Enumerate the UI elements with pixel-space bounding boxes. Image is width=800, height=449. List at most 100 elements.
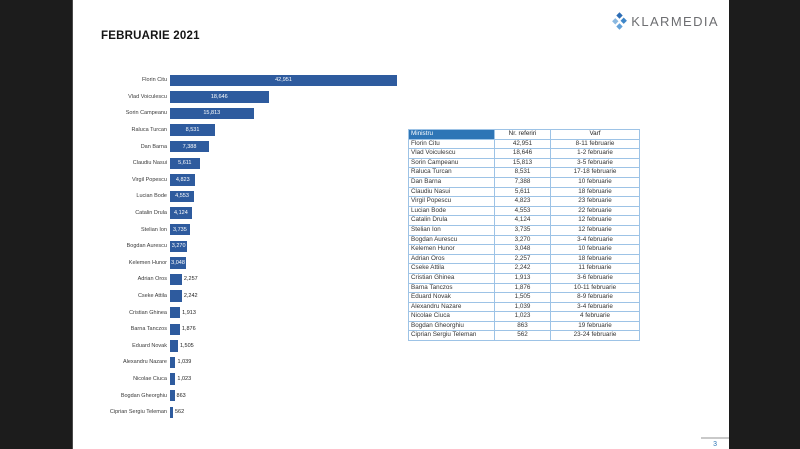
bar-value-label: 2,242 [183, 293, 198, 300]
category-label: Bogdan Aurescu [126, 243, 167, 250]
table-row: Barna Tanczos 1,876 10-11 februarie [408, 282, 640, 294]
ministers-table: Ministru Nr. referiri Varf Florin Citu 42,95… [408, 129, 640, 342]
bar-value-label: 1,505 [179, 342, 194, 349]
bar-value-label: 1,913 [182, 309, 196, 316]
bar [170, 273, 182, 286]
varf-cell: 11 februarie [550, 263, 640, 274]
table-row: Eduard Novak 1,505 8-9 februarie [408, 292, 640, 303]
minister-cell: Eduard Novak [408, 292, 495, 303]
chart-row: Cristian Ghinea 1,913 [73, 304, 196, 321]
chart-row: Bogdan Gheorghiu 863 [73, 387, 186, 404]
bar [170, 356, 176, 369]
bar [170, 389, 175, 402]
chart-row: Lucian Bode 4,553 [73, 188, 195, 205]
klarmedia-diamonds-icon [612, 12, 628, 30]
chart-row: Ciprian Sergiu Teleman 562 [73, 404, 184, 421]
category-label: Adrian Oros [137, 276, 167, 283]
chart-row: Bogdan Aurescu 3,270 [73, 238, 188, 255]
page-number: 3 [713, 441, 717, 448]
minister-cell: Dan Barna [408, 176, 495, 188]
chart-row: Barna Tanczos 1,876 [73, 321, 196, 338]
referiri-cell: 2,257 [494, 253, 551, 265]
bar-value-label: 1,023 [177, 376, 192, 383]
bar [170, 323, 180, 336]
referiri-cell: 42,951 [494, 138, 551, 150]
category-label: Sorin Campeanu [125, 110, 167, 117]
bar: 5,611 [170, 157, 200, 170]
table-row: Stelian Ion 3,735 12 februarie [408, 224, 640, 236]
category-label: Virgil Popescu [131, 176, 167, 183]
slide-title: FEBRUARIE 2021 [101, 30, 200, 42]
category-label: Bogdan Gheorghiu [120, 392, 167, 399]
table-row: Adrian Oros 2,257 18 februarie [408, 253, 640, 265]
referiri-cell: 7,388 [494, 176, 551, 188]
minister-cell: Adrian Oros [408, 253, 495, 265]
bar: 4,823 [170, 174, 196, 186]
referiri-cell: 18,646 [494, 148, 551, 159]
referiri-cell: 4,553 [494, 205, 551, 217]
referiri-cell: 1,913 [494, 272, 551, 284]
bar [170, 290, 182, 302]
table-row: Florin Citu 42,951 8-11 februarie [408, 138, 640, 150]
table-row: Nicolae Ciuca 1,023 4 februarie [408, 311, 640, 322]
bar-chart: Florin Citu 42,951 Vlad Voiculescu 18,646 So… [73, 72, 403, 432]
table-row: Raluca Turcan 8,531 17-18 februarie [408, 167, 640, 178]
varf-cell: 3-5 februarie [550, 157, 640, 169]
referiri-cell: 2,242 [494, 263, 551, 274]
referiri-cell: 5,611 [494, 186, 551, 198]
table-row: Sorin Campeanu 15,813 3-5 februarie [408, 157, 640, 169]
klarmedia-logo: KLARMEDIA [611, 12, 719, 30]
referiri-cell: 3,048 [494, 244, 551, 255]
category-label: Kelemen Hunor [128, 259, 167, 266]
chart-row: Eduard Novak 1,505 [73, 338, 194, 355]
table-header-nr-referiri: Nr. referiri [494, 129, 551, 140]
minister-cell: Bogdan Gheorghiu [408, 320, 495, 332]
varf-cell: 22 februarie [550, 205, 640, 217]
category-label: Vlad Voiculescu [128, 93, 167, 100]
table-row: Vlad Voiculescu 18,646 1-2 februarie [408, 148, 640, 159]
chart-row: Dan Barna 7,388 [73, 138, 210, 155]
minister-cell: Vlad Voiculescu [408, 148, 495, 159]
varf-cell: 12 februarie [550, 224, 640, 236]
table-row: Bogdan Aurescu 3,270 3-4 februarie [408, 234, 640, 246]
category-label: Eduard Novak [132, 342, 167, 349]
table-header-ministru: Ministru [408, 129, 495, 140]
minister-cell: Barna Tanczos [408, 282, 495, 294]
minister-cell: Alexandru Nazare [408, 301, 495, 313]
bar: 3,735 [170, 223, 190, 236]
table-header-varf: Varf [550, 129, 640, 140]
footer-divider [701, 437, 729, 439]
category-label: Raluca Turcan [131, 127, 167, 134]
chart-row: Adrian Oros 2,257 [73, 271, 198, 288]
bar [170, 306, 181, 319]
bar: 8,531 [170, 124, 216, 136]
category-label: Cseke Attila [137, 293, 167, 300]
minister-cell: Cristian Ghinea [408, 272, 495, 284]
referiri-cell: 15,813 [494, 157, 551, 169]
chart-row: Sorin Campeanu 15,813 [73, 105, 254, 122]
referiri-cell: 1,023 [494, 311, 551, 322]
table-row: Ciprian Sergiu Teleman 562 23-24 februarie [408, 330, 640, 342]
minister-cell: Kelemen Hunor [408, 244, 495, 255]
category-label: Barna Tanczos [130, 326, 167, 333]
bar-value-label: 8,531 [185, 127, 200, 134]
bar-value-label: 1,039 [177, 359, 192, 366]
chart-row: Vlad Voiculescu 18,646 [73, 89, 269, 106]
bar: 3,270 [170, 240, 188, 253]
bar: 7,388 [170, 140, 210, 153]
varf-cell: 8-9 februarie [550, 292, 640, 303]
table-row: Catalin Drula 4,124 12 februarie [408, 215, 640, 226]
bar-value-label: 562 [174, 409, 185, 416]
table-row: Cseke Attila 2,242 11 februarie [408, 263, 640, 274]
bar-value-label: 4,823 [175, 176, 190, 183]
chart-row: Catalin Drula 4,124 [73, 205, 192, 222]
minister-cell: Virgil Popescu [408, 196, 495, 207]
referiri-cell: 562 [494, 330, 551, 342]
varf-cell: 23 februarie [550, 196, 640, 207]
referiri-cell: 863 [494, 320, 551, 332]
chart-row: Virgil Popescu 4,823 [73, 172, 196, 189]
chart-row: Raluca Turcan 8,531 [73, 122, 216, 139]
table-row: Lucian Bode 4,553 22 februarie [408, 205, 640, 217]
minister-cell: Catalin Drula [408, 215, 495, 226]
